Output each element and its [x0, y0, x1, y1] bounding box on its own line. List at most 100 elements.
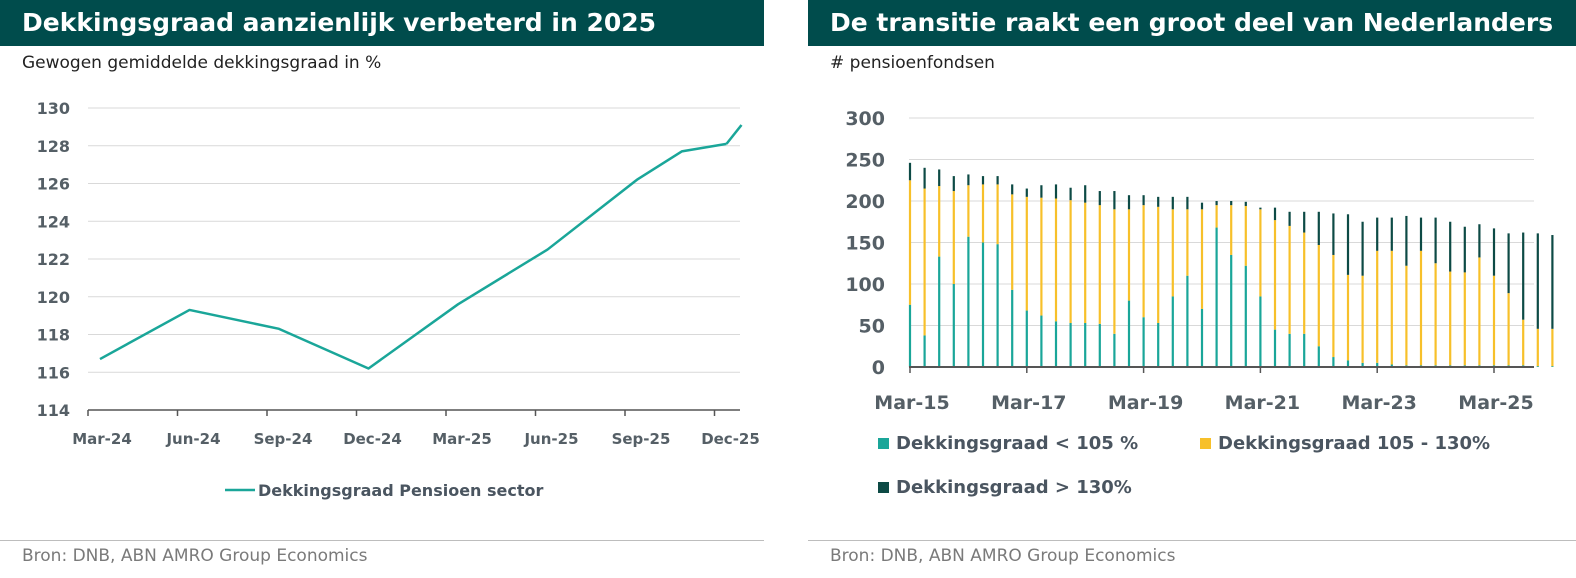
bar-segment [1551, 366, 1554, 367]
bar-segment [1113, 209, 1116, 334]
bar-segment [1332, 357, 1335, 367]
bar-segment [1492, 275, 1496, 366]
bar-segment [1186, 209, 1189, 276]
bar-segment [952, 176, 955, 192]
x-tick-label: Mar-17 [991, 392, 1066, 414]
bar-segment [1054, 321, 1058, 367]
bar-segment [1449, 271, 1452, 366]
bar-segment [1332, 254, 1335, 358]
bar-segment [1536, 366, 1539, 367]
bar-segment [1390, 250, 1393, 365]
y-tick-label: 120 [37, 288, 70, 307]
x-tick-label: Jun-25 [523, 430, 578, 448]
source-text: Bron: DNB, ABN AMRO Group Economics [830, 546, 1176, 566]
bar-segment [938, 169, 941, 187]
bar-segment [1288, 333, 1291, 367]
bar-segment [1463, 226, 1466, 273]
bar-segment [1478, 257, 1481, 366]
y-tick-label: 114 [37, 401, 70, 420]
bar-segment [1054, 198, 1058, 322]
legend-swatch [878, 438, 889, 449]
bar-segment [1507, 233, 1510, 294]
bar-segment [1215, 205, 1218, 228]
legend-label: Dekkingsgraad 105 - 130% [1218, 433, 1490, 454]
legend-label: Dekkingsgraad Pensioen sector [258, 481, 544, 500]
x-tick-label: Mar-25 [1458, 392, 1533, 414]
bar-segment [1084, 202, 1087, 324]
legend-swatch [1200, 438, 1211, 449]
bar-segment [1215, 201, 1218, 206]
chart-title: De transitie raakt een groot deel van Ne… [808, 0, 1576, 46]
bar-segment [908, 162, 912, 181]
bar-segment [1127, 300, 1131, 367]
bar-segment [1419, 217, 1423, 251]
series-line-end [725, 124, 743, 145]
source-text: Bron: DNB, ABN AMRO Group Economics [22, 546, 368, 566]
bar-segment [923, 188, 926, 336]
bar-segment [1244, 205, 1247, 266]
x-tick-label: Sep-25 [612, 430, 671, 448]
bar-segment [1098, 323, 1101, 367]
bar-segment [1522, 232, 1525, 320]
bar-segment [1113, 333, 1116, 367]
chart-subtitle: Gewogen gemiddelde dekkingsgraad in % [22, 53, 382, 73]
bar-segment [1200, 202, 1204, 210]
bar-segment [1390, 217, 1393, 251]
bar-segment [1273, 220, 1277, 330]
bar-segment [1449, 221, 1452, 272]
bar-segment [1419, 250, 1423, 366]
bar-segment [1346, 274, 1350, 361]
x-tick-label: Dec-25 [701, 430, 760, 448]
bar-segment [1157, 206, 1160, 324]
y-tick-label: 130 [37, 99, 70, 118]
y-tick-label: 128 [37, 137, 70, 156]
x-tick-label: Mar-21 [1225, 392, 1300, 414]
bar-segment [1084, 185, 1087, 203]
bar-segment [1346, 214, 1350, 275]
bar-segment [1536, 328, 1539, 367]
y-tick-label: 118 [37, 326, 70, 345]
bar-segment [1288, 225, 1291, 334]
x-tick-label: Mar-23 [1341, 392, 1416, 414]
x-tick-label: Mar-19 [1108, 392, 1183, 414]
bar-segment [1157, 196, 1160, 207]
bar-segment [1405, 215, 1408, 266]
bar-segment [1171, 296, 1174, 367]
bar-segment [1376, 217, 1379, 251]
y-tick-label: 126 [37, 175, 70, 194]
bar-segment [1332, 213, 1335, 255]
y-tick-label: 150 [845, 233, 885, 255]
bar-segment [952, 191, 955, 284]
bar-segment [1025, 188, 1028, 197]
bar-segment [1551, 328, 1554, 367]
bar-segment [1025, 196, 1028, 311]
y-tick-label: 250 [845, 150, 885, 172]
bar-segment [967, 185, 970, 237]
bar-segment [1025, 310, 1028, 367]
bar-segment [1507, 293, 1510, 366]
bar-segment [1186, 275, 1189, 367]
right-panel: De transitie raakt een groot deel van Ne… [808, 0, 1576, 578]
bar-segment [1273, 207, 1277, 221]
bar-segment [1376, 362, 1379, 367]
bar-segment [1127, 209, 1131, 301]
bar-segment [1142, 317, 1145, 367]
chart-title: Dekkingsgraad aanzienlijk verbeterd in 2… [0, 0, 764, 46]
bar-segment [1244, 265, 1247, 367]
bar-segment [1142, 205, 1145, 318]
bar-segment [1069, 187, 1072, 201]
bar-segment [1200, 209, 1204, 309]
bar-segment [908, 180, 912, 305]
bar-segment [952, 284, 955, 367]
bar-segment [1376, 250, 1379, 363]
bar-segment [938, 186, 941, 257]
bar-segment [1390, 364, 1393, 367]
x-tick-label: Jun-24 [165, 430, 220, 448]
bar-segment [923, 167, 926, 189]
chart-subtitle: # pensioenfondsen [830, 53, 995, 73]
bar-segment [1434, 263, 1437, 366]
bar-segment [996, 184, 999, 245]
legend-label: Dekkingsgraad < 105 % [896, 433, 1138, 454]
bar-segment [1230, 205, 1233, 255]
bar-segment [1011, 289, 1014, 367]
